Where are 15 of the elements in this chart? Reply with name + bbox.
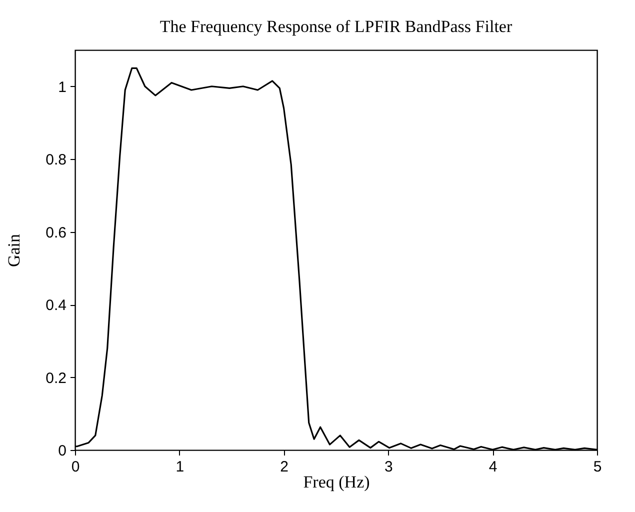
y-tick-label: 1 bbox=[58, 78, 66, 96]
x-axis-title: Freq (Hz) bbox=[303, 472, 370, 492]
chart-title: The Frequency Response of LPFIR BandPass Filter bbox=[160, 17, 512, 36]
x-tick-label: 4 bbox=[488, 458, 498, 476]
y-tick-label: 0 bbox=[58, 442, 66, 460]
x-tick-label: 2 bbox=[280, 458, 288, 476]
y-tick-label: 0.6 bbox=[46, 224, 66, 242]
x-tick-label: 3 bbox=[384, 458, 393, 476]
y-tick-label: 0.2 bbox=[46, 370, 66, 387]
y-tick-label: 0.4 bbox=[46, 297, 66, 314]
x-tick-label: 0 bbox=[71, 458, 80, 476]
y-tick-label: 0.8 bbox=[46, 152, 66, 169]
x-tick-label: 5 bbox=[593, 458, 602, 476]
y-axis-title: Gain bbox=[4, 233, 24, 268]
x-tick-label: 1 bbox=[176, 458, 184, 476]
